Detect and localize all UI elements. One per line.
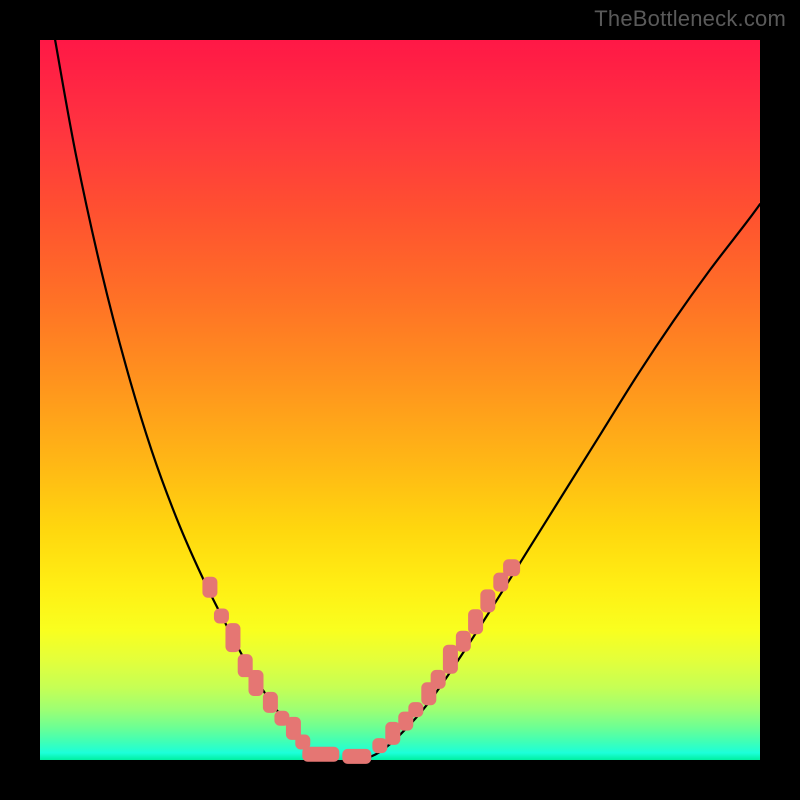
data-marker [214, 609, 228, 623]
data-marker [263, 692, 277, 712]
data-marker [481, 590, 495, 612]
data-marker [504, 560, 520, 576]
chart-container: TheBottleneck.com [0, 0, 800, 800]
data-marker [373, 739, 387, 753]
data-marker [226, 624, 240, 652]
data-marker [494, 573, 508, 591]
plot-area [40, 40, 760, 760]
curve-left [55, 40, 324, 760]
data-marker [469, 610, 483, 634]
data-marker [386, 722, 400, 744]
markers-right [343, 560, 520, 764]
data-marker [343, 749, 371, 763]
watermark-label: TheBottleneck.com [594, 6, 786, 32]
data-marker [303, 747, 339, 761]
data-marker [249, 670, 263, 695]
data-marker [456, 631, 470, 651]
markers-left [203, 577, 339, 761]
data-marker [443, 645, 457, 673]
data-marker [203, 577, 217, 597]
curve-right [360, 204, 760, 760]
data-marker [409, 703, 423, 717]
chart-svg [40, 40, 760, 760]
data-marker [431, 670, 445, 688]
